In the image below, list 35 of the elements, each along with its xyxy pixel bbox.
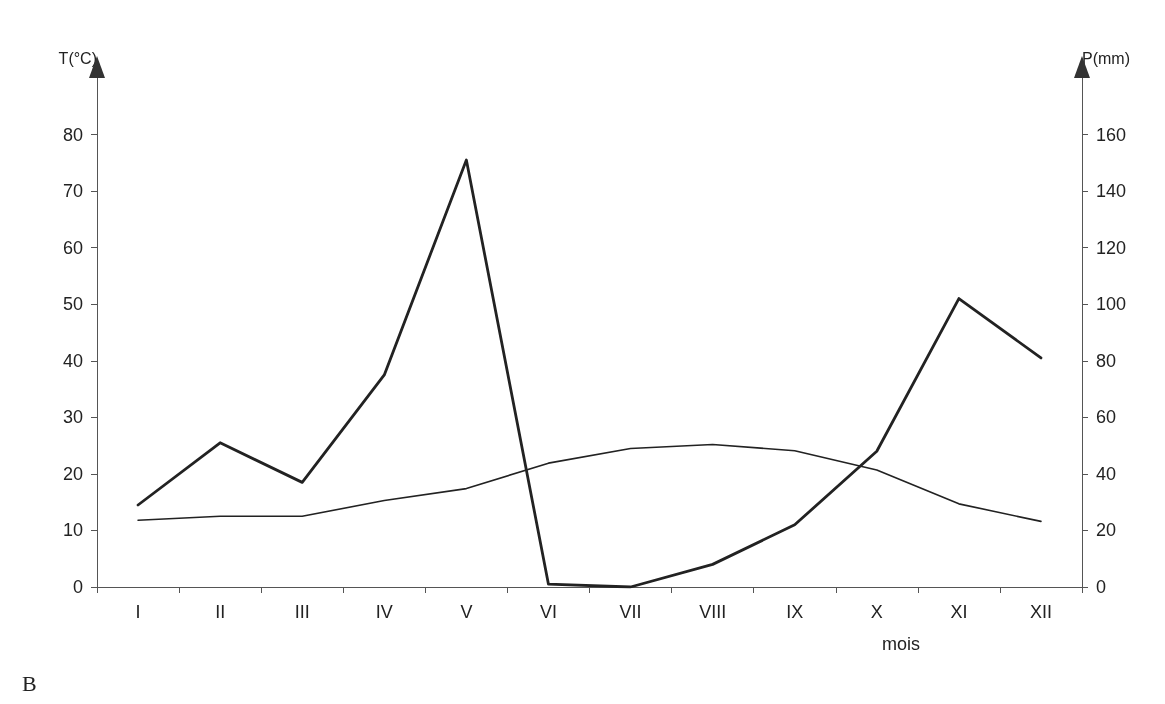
x-axis-title: mois — [882, 634, 921, 654]
y-tick-label: 50 — [62, 294, 83, 315]
y2-tick-label: 80 — [1096, 350, 1117, 371]
x-tick-label: I — [135, 602, 141, 622]
text: B — [22, 670, 37, 696]
y-tick-label: 30 — [62, 407, 83, 428]
x-tick-label: VII — [619, 602, 642, 622]
y2-tick-label: 100 — [1096, 294, 1127, 315]
x-tick-label: III — [294, 602, 310, 622]
x-tick-label: VIII — [699, 602, 727, 622]
x-tick-label: XII — [1029, 602, 1052, 622]
y2-tick-label: 140 — [1096, 181, 1127, 202]
y-tick-label: 70 — [62, 181, 83, 202]
y-tick-label: 0 — [72, 577, 83, 597]
x-tick-label: VI — [539, 602, 557, 622]
y2-tick-label: 120 — [1096, 237, 1127, 258]
y2-tick-label: 160 — [1096, 124, 1127, 145]
x-tick-label: X — [870, 602, 883, 622]
line-series — [136, 158, 1043, 589]
y2-tick-label: 0 — [1096, 577, 1107, 597]
y2-axis-title: P(mm) — [1082, 49, 1130, 67]
x-tick-label: V — [460, 602, 473, 622]
y2-tick-label: 20 — [1096, 520, 1117, 541]
y-tick-label: 40 — [62, 350, 83, 371]
y-axis-title: T(°C) — [58, 49, 97, 67]
x-tick-label: II — [215, 602, 226, 622]
x-tick-label: XI — [950, 602, 968, 622]
x-tick-label: IV — [375, 602, 393, 622]
y-tick-label: 60 — [62, 237, 83, 258]
y-tick-label: 80 — [62, 124, 83, 145]
y-tick-label: 10 — [62, 520, 83, 541]
y2-tick-label: 40 — [1096, 463, 1117, 484]
y2-tick-label: 60 — [1096, 407, 1117, 428]
x-tick-label: IX — [786, 602, 804, 622]
y-tick-label: 20 — [62, 463, 83, 484]
